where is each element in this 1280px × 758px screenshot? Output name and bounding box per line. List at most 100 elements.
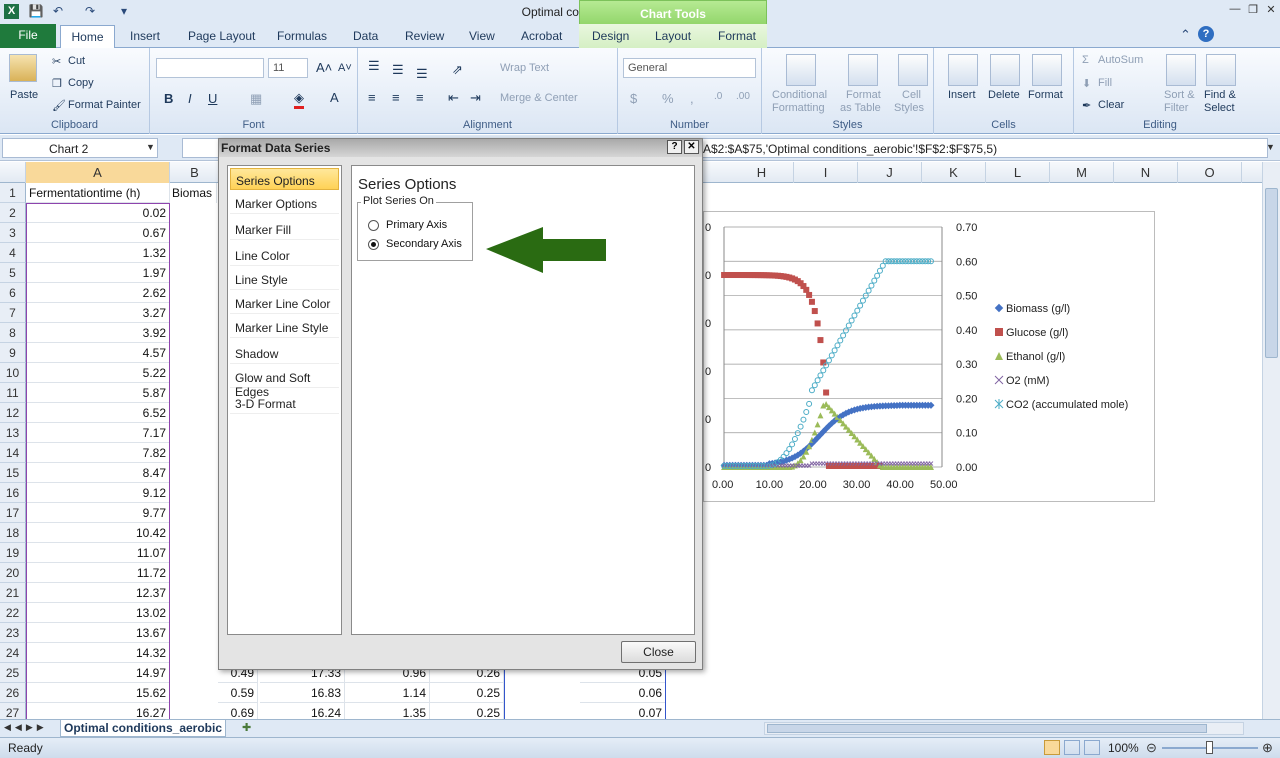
col-header-k[interactable]: K bbox=[922, 162, 986, 183]
insert-sheet-icon[interactable]: ✚ bbox=[242, 722, 252, 734]
cell-value[interactable]: 0.06 bbox=[580, 683, 666, 703]
increase-decimal-icon[interactable]: .0 bbox=[714, 91, 723, 102]
row-header[interactable]: 3 bbox=[0, 223, 26, 243]
cell-a[interactable]: 13.67 bbox=[26, 623, 170, 643]
cell-styles-icon[interactable] bbox=[898, 54, 928, 86]
row-header[interactable]: 25 bbox=[0, 663, 26, 683]
decrease-decimal-icon[interactable]: .00 bbox=[736, 91, 750, 102]
zoom-in-icon[interactable]: ⊕ bbox=[1262, 740, 1273, 755]
find-select-line2[interactable]: Select bbox=[1204, 102, 1235, 114]
dialog-close-icon[interactable]: ✕ bbox=[684, 140, 699, 154]
col-header-n[interactable]: N bbox=[1114, 162, 1178, 183]
row-header[interactable]: 17 bbox=[0, 503, 26, 523]
borders-icon[interactable]: ▦ bbox=[250, 91, 263, 106]
col-header-o[interactable]: O bbox=[1178, 162, 1242, 183]
horizontal-scrollbar[interactable] bbox=[764, 722, 1244, 735]
customize-qat-icon[interactable]: ▾ bbox=[120, 4, 128, 18]
increase-indent-icon[interactable]: ⇥ bbox=[470, 90, 481, 105]
paste-button[interactable]: Paste bbox=[10, 89, 39, 101]
autosum-icon[interactable]: Σ bbox=[1082, 54, 1089, 66]
col-header-l[interactable]: L bbox=[986, 162, 1050, 183]
restore-icon[interactable]: ❐ bbox=[1248, 4, 1258, 16]
redo-icon[interactable]: ↷ bbox=[84, 4, 96, 18]
tab-file[interactable]: File bbox=[0, 24, 56, 48]
tab-home[interactable]: Home bbox=[60, 25, 115, 49]
insert-cells-button[interactable]: Insert bbox=[948, 89, 976, 101]
cell-value[interactable]: 1.14 bbox=[345, 683, 430, 703]
find-select-icon[interactable] bbox=[1206, 54, 1236, 86]
cell-a[interactable]: 3.92 bbox=[26, 323, 170, 343]
cell-a[interactable]: 4.57 bbox=[26, 343, 170, 363]
dialog-close-button[interactable]: Close bbox=[621, 641, 696, 663]
row-header[interactable]: 26 bbox=[0, 683, 26, 703]
grow-font-icon[interactable]: A˄ bbox=[316, 60, 333, 75]
cell-a[interactable]: 14.97 bbox=[26, 663, 170, 683]
cell-a[interactable]: 11.72 bbox=[26, 563, 170, 583]
cell-a[interactable]: 14.32 bbox=[26, 643, 170, 663]
currency-icon[interactable]: $ bbox=[630, 91, 638, 106]
dialog-help-icon[interactable]: ? bbox=[667, 140, 682, 154]
col-header-i[interactable]: I bbox=[794, 162, 858, 183]
cell-a[interactable]: 1.32 bbox=[26, 243, 170, 263]
font-size-field[interactable]: 11 bbox=[268, 58, 308, 78]
row-header[interactable]: 16 bbox=[0, 483, 26, 503]
format-painter-icon[interactable]: 🖌 bbox=[52, 100, 66, 112]
select-all-corner[interactable] bbox=[0, 162, 26, 183]
cell-styles-line2[interactable]: Styles bbox=[894, 102, 924, 114]
row-header[interactable]: 12 bbox=[0, 403, 26, 423]
primary-axis-label[interactable]: Primary Axis bbox=[386, 219, 448, 231]
name-box-dropdown-icon[interactable]: ▼ bbox=[146, 142, 155, 152]
tab-review[interactable]: Review bbox=[405, 29, 445, 43]
clear-icon[interactable]: ✒ bbox=[1082, 100, 1092, 112]
undo-icon[interactable]: ↶ bbox=[52, 4, 64, 18]
sheet-tab-active[interactable]: Optimal conditions_aerobic bbox=[60, 720, 226, 737]
vertical-scroll-thumb[interactable] bbox=[1265, 188, 1278, 358]
format-as-table-icon[interactable] bbox=[848, 54, 878, 86]
cut-button[interactable]: Cut bbox=[68, 55, 86, 67]
cell-a[interactable]: 0.02 bbox=[26, 203, 170, 223]
excel-icon[interactable]: X bbox=[4, 4, 19, 19]
delete-cells-icon[interactable] bbox=[990, 54, 1020, 86]
dialog-nav-item[interactable]: Series Options bbox=[230, 168, 339, 190]
ribbon-collapse-icon[interactable]: ⌃ bbox=[1180, 27, 1191, 42]
align-center-icon[interactable]: ≡ bbox=[392, 90, 400, 105]
conditional-formatting-line1[interactable]: Conditional bbox=[772, 89, 828, 101]
align-top-icon[interactable]: ☰ bbox=[368, 58, 380, 73]
dialog-nav-item[interactable]: Glow and Soft Edges bbox=[230, 366, 339, 399]
cell-a[interactable]: 5.22 bbox=[26, 363, 170, 383]
sort-filter-line2[interactable]: Filter bbox=[1164, 102, 1189, 114]
row-header[interactable]: 9 bbox=[0, 343, 26, 363]
orientation-icon[interactable]: ⇗ bbox=[452, 62, 463, 77]
insert-cells-icon[interactable] bbox=[948, 54, 978, 86]
col-header-b[interactable]: B bbox=[170, 162, 220, 183]
row-header[interactable]: 23 bbox=[0, 623, 26, 643]
normal-view-icon[interactable] bbox=[1044, 740, 1060, 755]
minimize-icon[interactable]: — bbox=[1229, 3, 1241, 15]
font-name-field[interactable] bbox=[156, 58, 264, 78]
align-right-icon[interactable]: ≡ bbox=[416, 90, 424, 105]
underline-icon[interactable]: U bbox=[208, 91, 218, 106]
delete-cells-button[interactable]: Delete bbox=[988, 89, 1020, 101]
row-header[interactable]: 21 bbox=[0, 583, 26, 603]
cut-icon[interactable]: ✂ bbox=[52, 56, 62, 68]
cell-a[interactable]: 10.42 bbox=[26, 523, 170, 543]
format-as-table-line2[interactable]: as Table bbox=[840, 102, 881, 114]
row-header[interactable]: 13 bbox=[0, 423, 26, 443]
row-header[interactable]: 10 bbox=[0, 363, 26, 383]
merge-center-button[interactable]: Merge & Center bbox=[500, 92, 578, 104]
format-as-table-line1[interactable]: Format bbox=[846, 89, 881, 101]
dialog-nav-item[interactable]: 3-D Format bbox=[230, 392, 339, 414]
tab-page-layout[interactable]: Page Layout bbox=[188, 29, 256, 43]
dialog-nav-item[interactable]: Marker Options bbox=[230, 192, 339, 214]
tab-view[interactable]: View bbox=[469, 29, 495, 43]
cell-value[interactable]: 0.25 bbox=[430, 683, 504, 703]
save-icon[interactable]: 💾 bbox=[28, 4, 44, 18]
dialog-nav-item[interactable]: Line Color bbox=[230, 244, 339, 266]
primary-axis-radio[interactable] bbox=[368, 220, 379, 231]
zoom-slider-thumb[interactable] bbox=[1206, 741, 1213, 754]
conditional-formatting-icon[interactable] bbox=[786, 54, 816, 86]
fill-icon[interactable]: ⬇ bbox=[1082, 78, 1092, 90]
row-header[interactable]: 15 bbox=[0, 463, 26, 483]
cell-a[interactable]: 13.02 bbox=[26, 603, 170, 623]
cell-a[interactable]: 9.12 bbox=[26, 483, 170, 503]
